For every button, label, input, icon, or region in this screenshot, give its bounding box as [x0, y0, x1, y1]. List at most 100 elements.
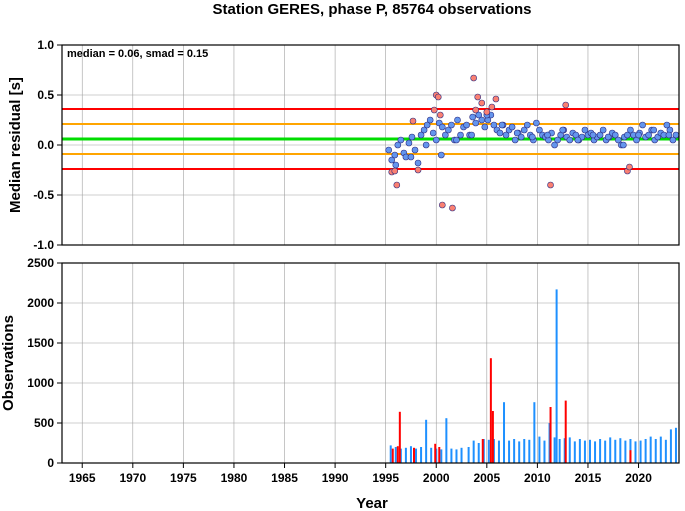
observations-y-tick-label: 2000 [27, 296, 54, 310]
residual-point [589, 131, 597, 139]
residual-point [407, 153, 415, 161]
observation-bar [425, 419, 428, 463]
residual-y-tick-label: -0.5 [33, 188, 54, 202]
residual-point [439, 201, 446, 209]
observation-bar [404, 447, 407, 463]
observation-bar [555, 289, 558, 463]
observation-bar [430, 447, 433, 463]
residual-point [391, 167, 399, 175]
x-tick-label: 2000 [423, 471, 450, 485]
observation-bar [409, 446, 412, 463]
observation-bar [391, 448, 394, 463]
year-x-ticks: 1965 1970 1975 1980 1985 1990 1995 2000 2005 2010… [69, 463, 652, 485]
observations-y-tick-label: 1000 [27, 376, 54, 390]
observation-bar [497, 440, 500, 463]
residual-point [429, 129, 437, 137]
x-tick-label: 1980 [221, 471, 248, 485]
residual-point [426, 116, 434, 124]
observation-bar [472, 440, 475, 463]
year-x-axis-label: Year [356, 495, 388, 511]
residual-point [544, 131, 551, 139]
observation-bar [482, 439, 485, 463]
observations-plot-frame [61, 262, 680, 464]
x-tick-label: 1975 [170, 471, 197, 485]
observation-bar [438, 447, 441, 463]
residual-point [454, 116, 461, 124]
residual-point [669, 136, 677, 144]
observation-bar [674, 427, 677, 463]
residual-point [490, 121, 498, 129]
residual-point [457, 131, 464, 139]
residual-point [554, 136, 561, 144]
residual-point [604, 133, 612, 141]
x-tick-label: 2010 [524, 471, 551, 485]
chart-title: Station GERES, phase P, 85764 observatio… [212, 1, 531, 18]
residual-point [405, 139, 413, 147]
observation-bar [503, 402, 506, 463]
residual-point [581, 126, 589, 134]
observation-bar [578, 439, 581, 463]
observation-bar [533, 402, 536, 463]
observation-bar [467, 447, 470, 463]
residual-point [474, 93, 482, 101]
observation-bar [396, 446, 399, 463]
residual-y-axis-label: Median residual [s] [7, 77, 24, 213]
residual-point [434, 93, 442, 101]
observation-bar [445, 418, 448, 463]
residual-point [635, 131, 642, 139]
residual-point [574, 136, 582, 144]
residual-point [442, 131, 449, 139]
residual-point [392, 161, 400, 169]
residual-point [645, 131, 652, 139]
residual-y-tick-label: 0.5 [37, 88, 54, 102]
x-tick-label: 1985 [271, 471, 298, 485]
observation-bar [412, 447, 415, 463]
observation-bar [481, 439, 484, 463]
observations-panel: 2500 2000 1500 1000 500 0 1965 1970 1975 1980 198… [0, 256, 680, 511]
observation-bar [487, 439, 490, 463]
observation-bar [614, 439, 617, 463]
residual-point [436, 111, 444, 119]
residual-point [615, 136, 622, 144]
observation-bar [664, 439, 667, 463]
observation-bar [440, 449, 443, 463]
observation-bar [528, 439, 531, 463]
observations-y-tick-label: 1500 [27, 336, 54, 350]
residual-point [438, 151, 445, 159]
residual-point [511, 136, 519, 144]
residual-point [663, 121, 671, 129]
observation-bar [518, 441, 521, 463]
residual-y-ticks: 1.0 0.5 0.0 -0.5 -1.0 [33, 38, 62, 252]
observation-bar [399, 448, 402, 463]
observation-bar [564, 400, 567, 463]
residual-point [481, 123, 489, 131]
residual-point [536, 126, 543, 134]
x-tick-label: 1970 [119, 471, 146, 485]
observation-bar [654, 439, 657, 463]
residual-point [394, 141, 402, 149]
observation-bar [398, 411, 401, 463]
residual-point [488, 103, 496, 111]
observations-y-axis-label: Observations [0, 315, 17, 411]
residual-point [468, 131, 475, 139]
residual-panel: 1.0 0.5 0.0 -0.5 -1.0 median = 0.06, smad = … [7, 38, 680, 252]
observations-y-tick-label: 2500 [27, 256, 54, 270]
observation-bar [568, 437, 571, 463]
observation-bar [558, 439, 561, 463]
residual-y-tick-label: -1.0 [33, 238, 54, 252]
observation-bar [629, 450, 632, 463]
observation-bar [594, 441, 597, 463]
observation-bar [450, 448, 453, 463]
residual-point [559, 126, 566, 134]
observation-bar [609, 437, 612, 463]
residual-point [620, 141, 627, 149]
residual-point [478, 99, 486, 107]
x-tick-label: 2020 [625, 471, 652, 485]
residual-point [562, 101, 570, 109]
observations-plot-area [62, 263, 679, 463]
residual-point [463, 121, 470, 129]
residual-point [411, 146, 419, 154]
observation-bar [619, 438, 622, 463]
residual-points [385, 74, 680, 212]
observation-bar [644, 439, 647, 463]
